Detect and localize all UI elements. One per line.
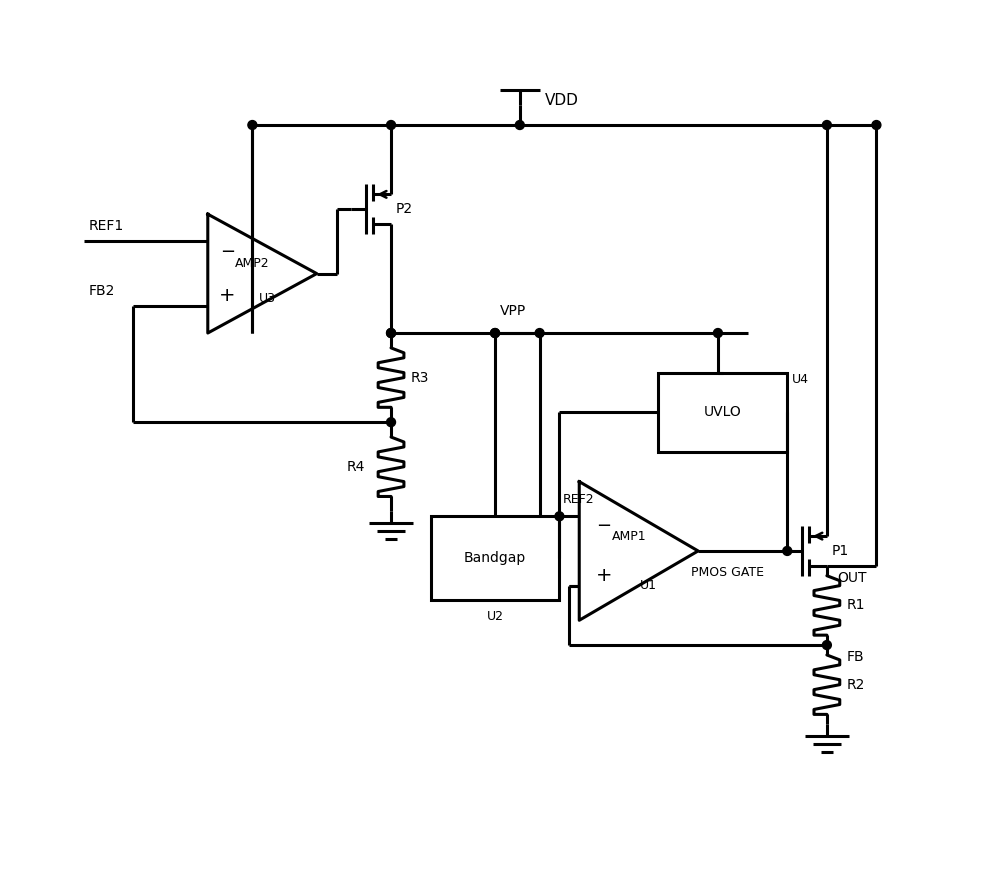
Circle shape [491,329,500,338]
Text: R4: R4 [346,460,365,474]
Text: VPP: VPP [500,304,526,318]
Text: R3: R3 [411,370,429,385]
Text: UVLO: UVLO [704,405,742,419]
Text: FB2: FB2 [89,284,115,298]
Text: VDD: VDD [545,93,578,108]
Circle shape [387,121,395,130]
Text: R2: R2 [847,677,865,691]
Circle shape [555,512,564,520]
Text: +: + [596,566,612,586]
Text: +: + [219,286,236,305]
Circle shape [783,547,792,556]
Circle shape [822,121,831,130]
Circle shape [822,640,831,649]
Text: U1: U1 [640,579,657,592]
Circle shape [535,329,544,338]
Text: P2: P2 [396,202,413,216]
Text: OUT: OUT [837,571,866,585]
Text: U4: U4 [792,372,809,385]
Circle shape [872,121,881,130]
Circle shape [387,329,395,338]
Text: AMP2: AMP2 [235,258,270,270]
Bar [658,373,787,452]
Text: R1: R1 [847,598,865,612]
Text: Bandgap: Bandgap [464,551,526,565]
Circle shape [387,418,395,427]
Bar [431,516,559,601]
Text: U2: U2 [487,610,504,624]
Circle shape [491,329,500,338]
Text: REF1: REF1 [89,219,124,233]
Text: P1: P1 [832,544,849,558]
Circle shape [387,329,395,338]
Text: AMP1: AMP1 [611,529,646,542]
Text: PMOS GATE: PMOS GATE [691,565,764,579]
Text: −: − [596,517,612,535]
Text: −: − [220,243,235,261]
Circle shape [515,121,524,130]
Text: FB: FB [847,650,864,664]
Text: REF2: REF2 [562,493,594,506]
Text: U3: U3 [259,292,276,305]
Circle shape [248,121,257,130]
Circle shape [713,329,722,338]
